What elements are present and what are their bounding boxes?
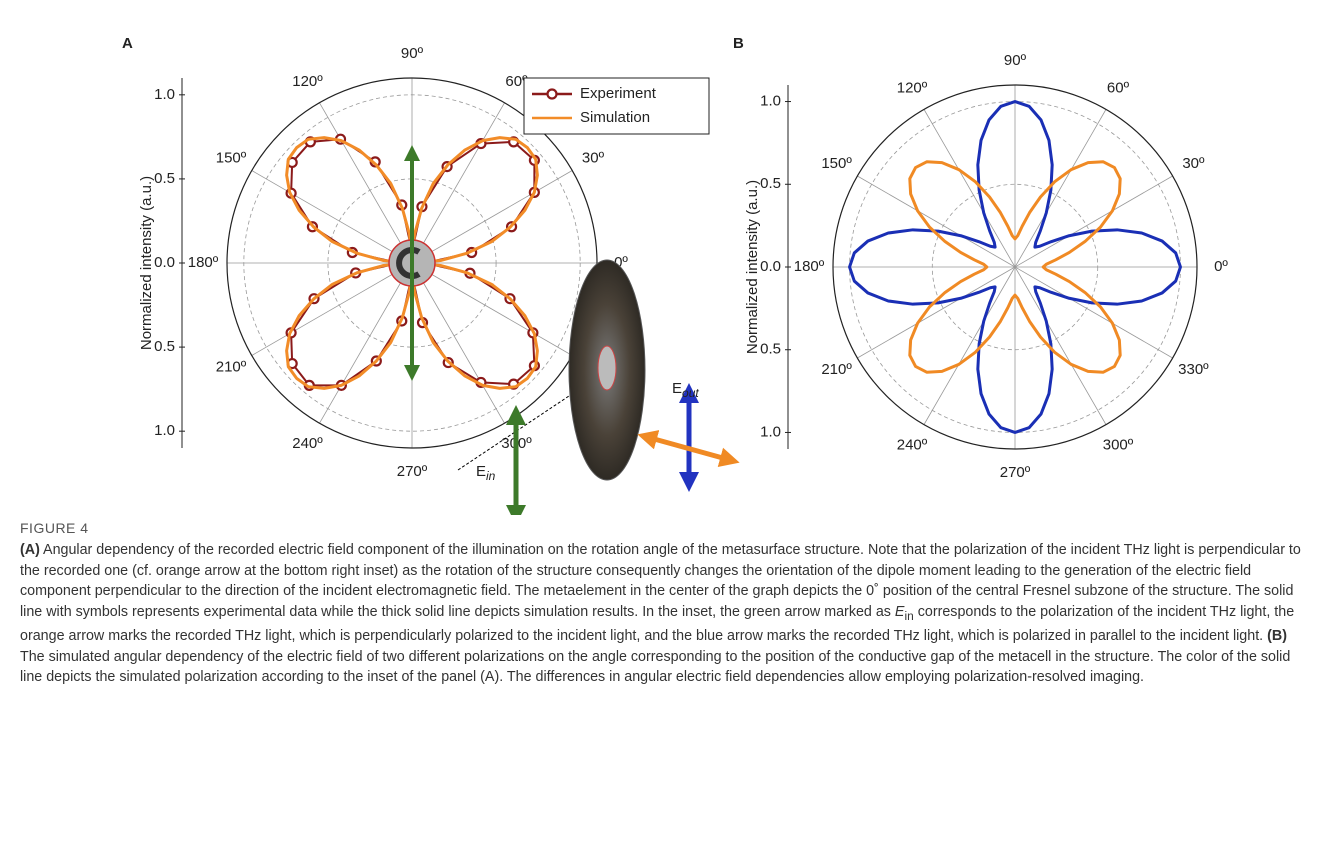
theta-grid-line [319,262,413,424]
r-tick-label: 0.5 [154,170,175,187]
y-axis-title: Normalized intensity (a.u.) [744,180,761,354]
theta-grid-line [923,109,1016,268]
r-tick-label: 1.0 [760,423,781,440]
theta-tick-label: 180º [188,254,219,271]
theta-grid-line [411,262,505,424]
r-tick-label: 0.5 [760,175,781,192]
e-out-label: Eout [672,380,699,400]
e-in-subscript: in [486,469,496,483]
series-line [908,160,1122,374]
theta-grid-line [857,175,1016,268]
caption: FIGURE 4 (A) Angular dependency of the r… [20,520,1315,688]
theta-tick-label: 300º [1103,436,1134,453]
theta-tick-label: 120º [292,73,323,90]
r-tick-label: 1.0 [154,422,175,439]
theta-tick-label: 60º [505,73,528,90]
theta-grid-line [411,170,573,264]
figure-label: FIGURE 4 [20,520,89,536]
r-tick-label: 1.0 [760,93,781,110]
theta-tick-label: 60º [1107,80,1130,97]
legend-label: Experiment [580,85,657,102]
legend-label: Simulation [580,109,650,126]
theta-tick-label: 180º [794,258,825,275]
r-tick-label: 0.5 [760,341,781,358]
metacell [597,345,617,391]
theta-tick-label: 210º [216,358,247,375]
series-line [848,100,1182,434]
theta-grid-line [1014,266,1173,359]
e-out-symbol: E [672,380,682,397]
e-in-label: Ein [476,463,496,483]
panel-label: A [122,35,133,52]
theta-tick-label: 120º [897,80,928,97]
r-grid-circle [243,94,581,432]
caption-segment: (A) [20,542,40,558]
r-tick-label: 0.0 [760,258,781,275]
theta-tick-label: 240º [292,435,323,452]
e-in-symbol: E [476,463,486,480]
theta-grid-line [923,266,1016,425]
theta-tick-label: 30º [582,149,605,166]
caption-segment: in [904,608,914,623]
legend: Experiment Simulation [523,77,710,135]
theta-tick-label: 210º [821,361,852,378]
theta-grid-line [857,266,1016,359]
theta-tick-label: 30º [1182,155,1205,172]
polar-chart: A0º30º60º90º120º150º180º210º240º270º300º… [122,35,710,480]
r-grid-circle [931,183,1099,351]
caption-segment: (B) [1267,628,1287,645]
theta-grid-line [251,170,413,264]
caption-segment: Angular dependency of the recorded elect… [20,542,1301,620]
theta-grid-line [1014,175,1173,268]
theta-grid-line [1014,266,1107,425]
caption-segment: E [894,603,905,620]
theta-grid-line [411,102,505,264]
legend-marker [546,88,558,100]
y-axis-title: Normalized intensity (a.u.) [138,176,155,350]
theta-tick-label: 240º [897,436,928,453]
theta-tick-label: 90º [401,45,424,62]
inset: Ein Eout [457,259,740,525]
theta-tick-label: 150º [216,149,247,166]
theta-grid-line [251,262,413,356]
theta-tick-label: 270º [397,463,428,480]
r-tick-label: 0.0 [154,254,175,271]
caption-segment: The simulated angular dependency of the … [20,648,1291,686]
caption-text: (A) Angular dependency of the recorded e… [20,540,1315,688]
outer-circle [832,84,1198,450]
theta-grid-line [319,102,413,264]
theta-tick-label: 270º [1000,464,1031,481]
e-out-subscript: out [682,386,699,400]
theta-tick-label: 90º [1004,52,1027,69]
theta-grid-line [411,262,573,356]
caption-segment: corresponds to the polarization of the i… [20,603,1295,645]
e-out-perpendicular-arrow [637,430,740,467]
r-tick-label: 0.5 [154,338,175,355]
polar-chart: B 0º 30º 60º 90º 120º 150º 180º 210º 240º 270º 300º… [733,35,1228,481]
theta-grid-line [1014,109,1107,268]
legend-box [523,77,710,135]
r-tick-label: 1.0 [154,86,175,103]
figure: A 0º 30º 60º 90º 120º 150º 180º 210º 240º 270º 300º… [122,35,1228,525]
theta-tick-label: 330º [1178,361,1209,378]
panel-label: B [733,35,744,52]
theta-tick-label: 150º [821,155,852,172]
theta-tick-label: 0º [1214,258,1228,275]
